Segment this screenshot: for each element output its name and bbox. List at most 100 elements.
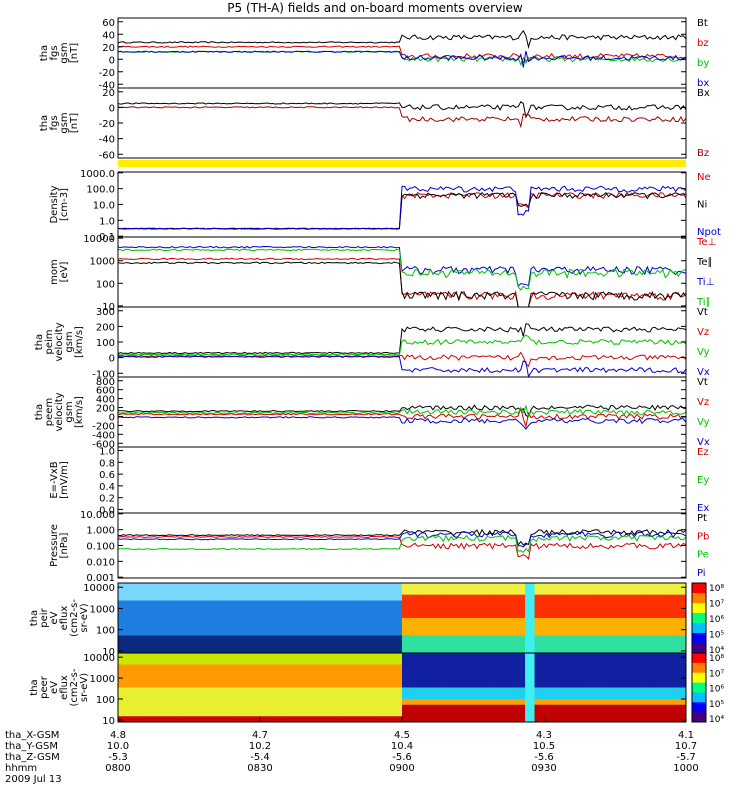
y-axis-label: [km/s] (74, 396, 85, 428)
spec-cell (629, 704, 640, 711)
spec-cell (241, 594, 252, 601)
y-tick-label: -20 (99, 119, 115, 130)
spec-cell (515, 687, 526, 694)
spec-cell (222, 623, 233, 631)
spec-cell (515, 606, 526, 613)
ephemeris-label: tha_Y-GSM (5, 741, 58, 752)
spec-cell (619, 629, 630, 636)
spec-cell (562, 629, 573, 636)
spec-cell (278, 618, 289, 625)
spec-cell (562, 716, 573, 723)
spec-cell (326, 658, 337, 665)
spec-cell (591, 664, 602, 671)
spec-cell (316, 699, 327, 706)
spec-cell (193, 612, 204, 619)
spec-cell (562, 647, 573, 654)
spec-cell (165, 704, 176, 711)
colorbar-segment (692, 613, 706, 624)
spec-cell (544, 670, 554, 677)
spec-cell (420, 687, 431, 694)
spec-cell (477, 693, 488, 700)
spec-cell (127, 629, 138, 636)
spec-cell (676, 588, 687, 596)
spec-cell (468, 600, 479, 607)
spec-cell (676, 612, 687, 619)
ephemeris-value: 10.5 (533, 741, 555, 752)
spec-cell (544, 635, 554, 642)
spec-cell (316, 710, 327, 717)
spec-cell (212, 653, 223, 660)
spec-cell (136, 594, 147, 601)
spec-cell (553, 681, 564, 688)
spec-cell (629, 687, 640, 694)
spec-cell (278, 693, 289, 700)
spec-cell (496, 594, 507, 601)
spec-cell (326, 699, 337, 706)
spec-cell (572, 647, 583, 654)
spec-cell (155, 612, 166, 619)
spec-cell (155, 600, 166, 607)
spec-cell (383, 623, 394, 631)
spec-cell (420, 629, 431, 636)
spec-cell (316, 658, 327, 665)
spec-cell (288, 658, 299, 665)
spec-cell (288, 664, 299, 671)
colorbar-label: 10⁴ (709, 646, 724, 656)
spec-cell (439, 670, 450, 677)
spec-cell (667, 618, 678, 625)
spec-cell (354, 676, 365, 683)
spec-cell (146, 676, 157, 683)
spec-cell (411, 716, 422, 723)
spec-cell (572, 676, 583, 683)
spec-cell (525, 618, 536, 625)
spec-cell (288, 588, 299, 596)
spec-cell (118, 600, 128, 607)
spec-cell (657, 588, 668, 596)
spec-cell (534, 641, 545, 648)
spec-cell (591, 588, 602, 596)
spec-cell (477, 658, 488, 665)
spec-cell (250, 704, 261, 711)
spec-cell (392, 583, 403, 590)
y-tick-label: 100 (96, 279, 115, 290)
spec-cell (468, 647, 479, 654)
spec-cell (373, 612, 384, 619)
y-tick-label: 200 (96, 322, 115, 333)
spec-cell (402, 629, 412, 636)
spec-cell (373, 681, 384, 688)
y-axis-label: eflux (59, 675, 70, 700)
spec-cell (212, 606, 223, 613)
spec-cell (288, 716, 299, 723)
spec-cell (553, 635, 564, 642)
y-tick-label: 100.0 (86, 185, 115, 196)
spec-cell (212, 623, 223, 631)
colorbar-segment (692, 583, 706, 594)
spec-cell (638, 687, 649, 694)
spec-cell (629, 693, 640, 700)
spec-cell (146, 716, 157, 723)
spec-cell (288, 641, 299, 648)
spec-cell (231, 612, 242, 619)
spec-cell (165, 687, 176, 694)
spec-cell (525, 647, 536, 654)
spec-cell (165, 670, 176, 677)
spec-cell (667, 612, 678, 619)
spec-cell (373, 670, 384, 677)
spec-cell (439, 710, 450, 717)
spec-cell (136, 710, 147, 717)
legend-p7: Ex (697, 503, 709, 514)
spec-cell (544, 681, 554, 688)
spec-cell (562, 600, 573, 607)
legend-p4: Ti∥ (696, 297, 711, 308)
spec-cell (383, 594, 394, 601)
y-tick-label: 0.0 (99, 505, 115, 516)
spec-cell (496, 588, 507, 596)
spec-cell (193, 653, 204, 660)
spec-cell (155, 687, 166, 694)
spec-cell (165, 676, 176, 683)
spec-cell (354, 653, 365, 660)
spec-cell (174, 600, 185, 607)
spec-cell (269, 681, 280, 688)
spec-cell (136, 658, 147, 665)
spec-cell (165, 658, 176, 665)
